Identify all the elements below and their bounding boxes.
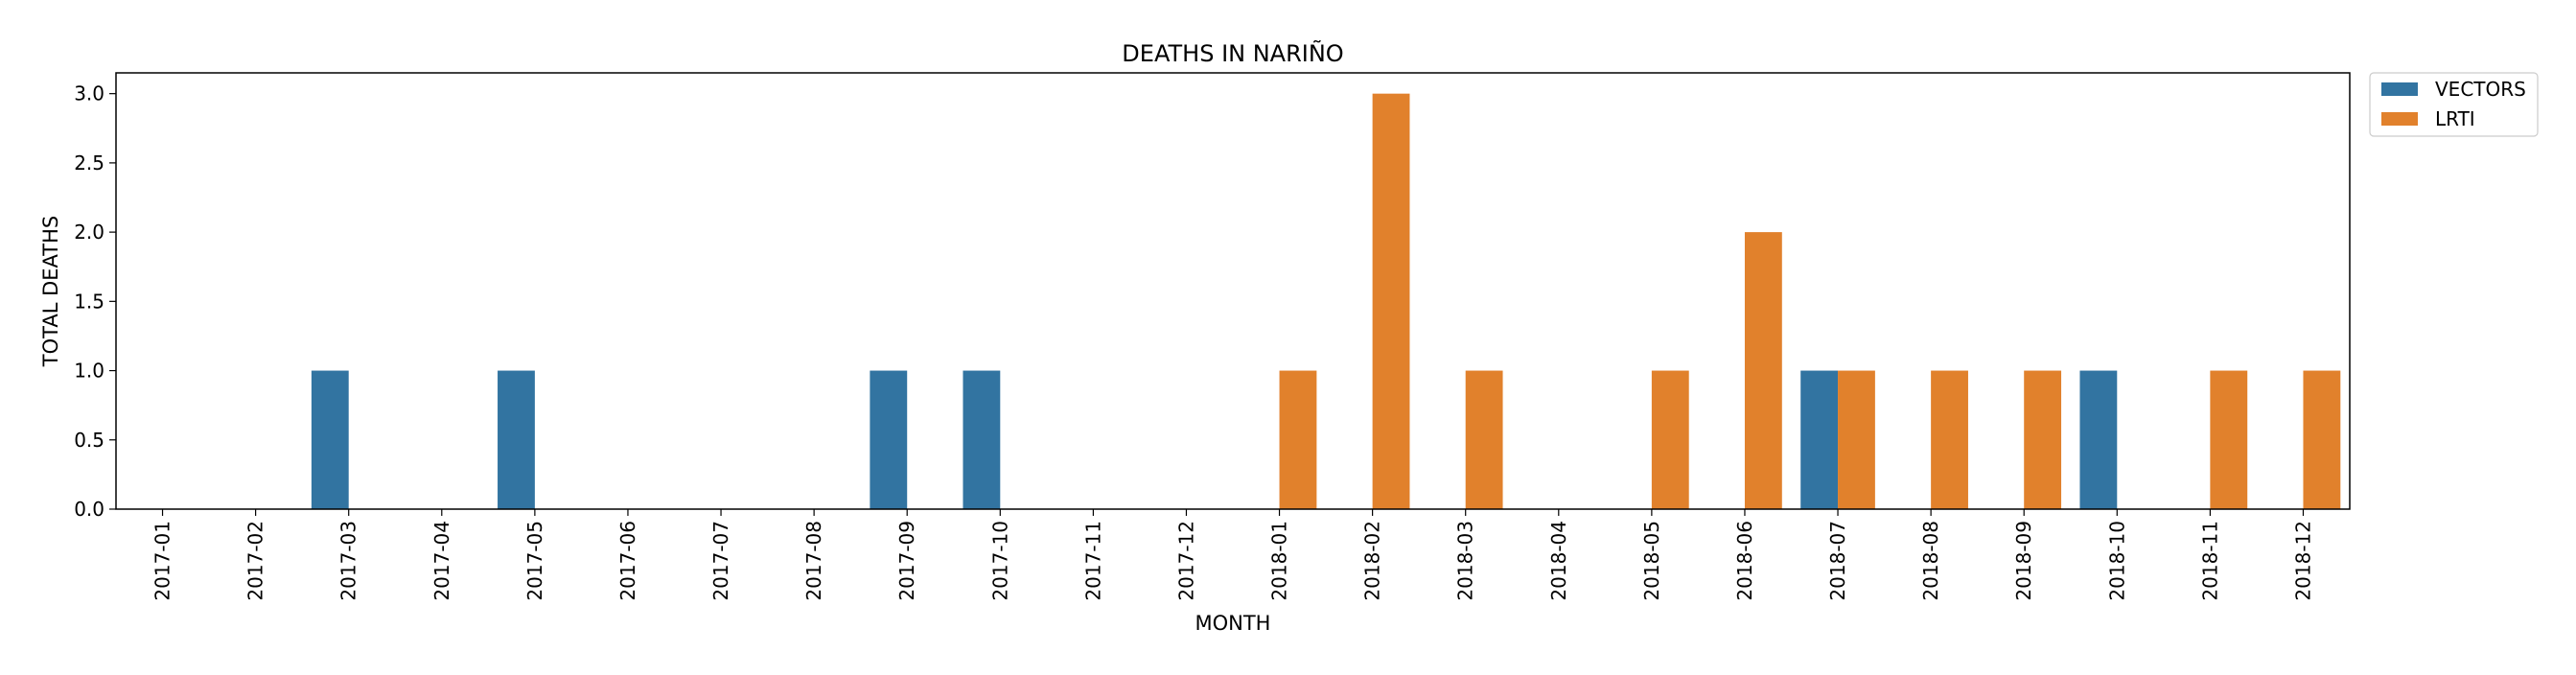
legend-swatch-lrti — [2381, 112, 2418, 126]
legend-label-lrti: LRTI — [2435, 107, 2475, 130]
x-tick-label: 2017-03 — [337, 521, 360, 601]
legend-swatch-vectors — [2381, 82, 2418, 96]
x-tick-label: 2018-12 — [2291, 521, 2314, 601]
y-tick-label: 1.5 — [74, 290, 104, 313]
chart-title: DEATHS IN NARIÑO — [1122, 38, 1343, 67]
x-tick-label: 2018-11 — [2198, 521, 2221, 601]
bar-vectors-2017-09 — [870, 370, 908, 509]
x-axis-label: MONTH — [1195, 612, 1271, 635]
bars-layer — [311, 93, 2341, 510]
x-tick-label: 2017-06 — [616, 521, 639, 601]
x-tick-label: 2018-04 — [1547, 521, 1570, 601]
y-tick-label: 0.5 — [74, 429, 104, 452]
x-tick-label: 2017-01 — [151, 521, 174, 601]
bar-vectors-2017-03 — [311, 370, 349, 509]
y-tick-label: 2.0 — [74, 221, 104, 244]
bar-vectors-2018-07 — [1800, 370, 1839, 509]
x-tick-label: 2018-03 — [1454, 521, 1477, 601]
x-tick-label: 2017-05 — [523, 521, 546, 601]
bar-lrti-2018-12 — [2303, 370, 2341, 509]
bar-lrti-2018-03 — [1465, 370, 1503, 509]
bar-lrti-2018-11 — [2210, 370, 2248, 509]
bar-vectors-2017-05 — [498, 370, 535, 509]
x-tick-label: 2017-11 — [1081, 521, 1104, 601]
y-tick-label: 2.5 — [74, 151, 104, 175]
legend: VECTORS LRTI — [2369, 72, 2539, 137]
x-tick-label: 2017-08 — [802, 521, 825, 601]
x-tick-label: 2018-02 — [1361, 521, 1384, 601]
x-tick-label: 2017-12 — [1174, 521, 1197, 601]
x-tick-label: 2018-01 — [1268, 521, 1291, 601]
x-tick-label: 2017-02 — [244, 521, 267, 601]
x-tick-label: 2018-09 — [2012, 521, 2035, 601]
bar-lrti-2018-06 — [1744, 232, 1782, 509]
x-tick-label: 2018-08 — [1919, 521, 1942, 601]
x-tick-label: 2018-06 — [1733, 521, 1756, 601]
bar-vectors-2017-10 — [963, 370, 1001, 509]
plot-frame — [115, 72, 2351, 510]
bar-lrti-2018-01 — [1279, 370, 1317, 509]
legend-label-vectors: VECTORS — [2435, 78, 2526, 101]
x-tick-label: 2017-10 — [988, 521, 1011, 601]
y-axis: 0.0 0.5 1.0 1.5 2.0 2.5 3.0 — [74, 82, 116, 521]
y-tick-label: 0.0 — [74, 498, 104, 521]
bar-lrti-2018-07 — [1838, 370, 1875, 509]
x-tick-label: 2017-07 — [709, 521, 732, 601]
bar-lrti-2018-08 — [1931, 370, 1968, 509]
x-tick-label: 2018-07 — [1826, 521, 1849, 601]
y-tick-label: 1.0 — [74, 360, 104, 383]
x-tick-label: 2017-09 — [895, 521, 918, 601]
bar-vectors-2018-10 — [2079, 370, 2118, 509]
y-tick-label: 3.0 — [74, 82, 104, 105]
x-tick-label: 2018-05 — [1640, 521, 1663, 601]
x-tick-label: 2018-10 — [2105, 521, 2128, 601]
bar-lrti-2018-09 — [2024, 370, 2062, 509]
x-tick-label: 2017-04 — [430, 521, 453, 601]
bar-lrti-2018-05 — [1651, 370, 1689, 509]
y-axis-label: TOTAL DEATHS — [39, 216, 62, 367]
x-axis: 2017-01 2017-02 2017-03 2017-04 2017-05 2017-… — [151, 509, 2314, 601]
bar-lrti-2018-02 — [1372, 93, 1410, 510]
